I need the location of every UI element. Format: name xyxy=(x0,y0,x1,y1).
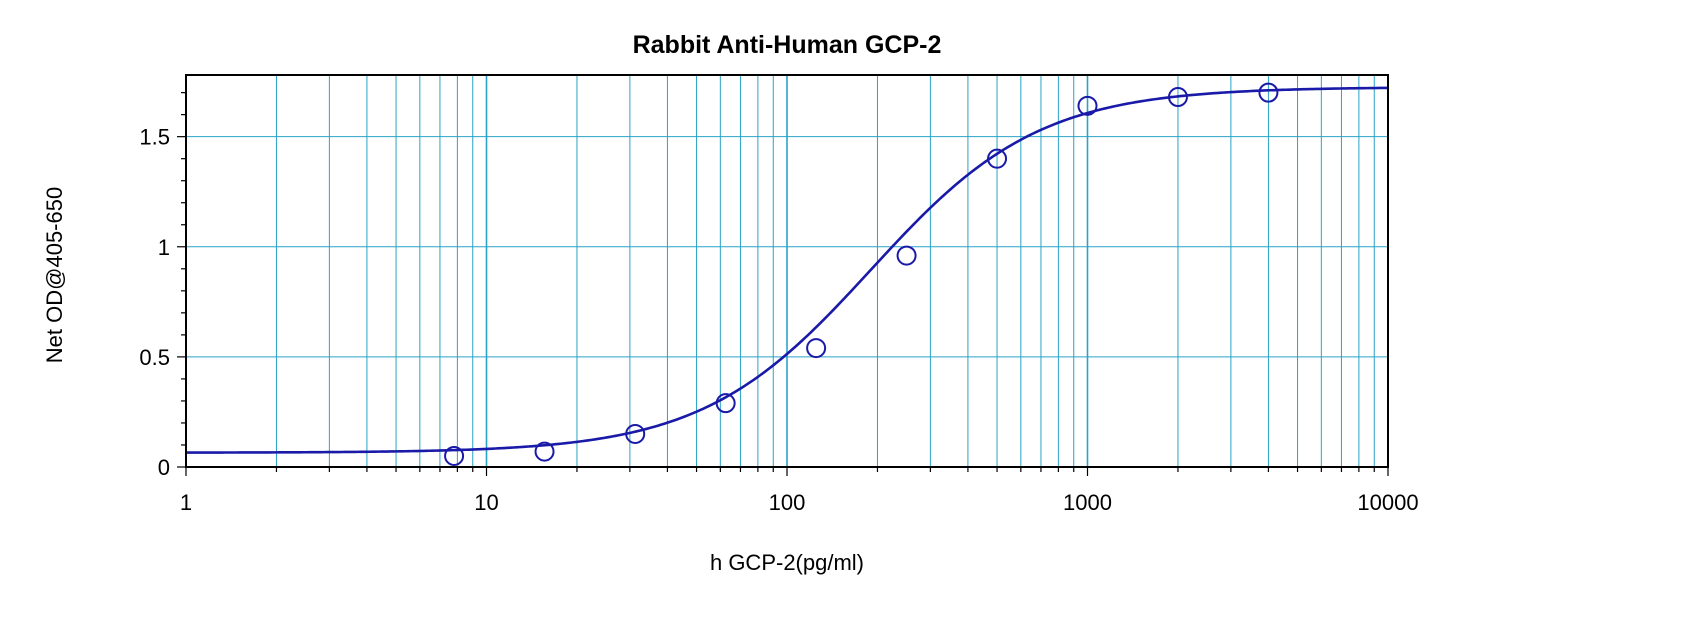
data-point xyxy=(896,245,917,266)
data-point xyxy=(1258,82,1279,103)
x-tick-label: 10 xyxy=(474,490,498,515)
data-point xyxy=(806,338,827,359)
x-tick-label: 10000 xyxy=(1357,490,1418,515)
x-tick-label: 1000 xyxy=(1063,490,1112,515)
data-point xyxy=(715,393,736,414)
y-tick-label: 1 xyxy=(158,235,170,260)
x-tick-label: 1 xyxy=(180,490,192,515)
axes: 1 10 100 1000 10000 0 0.5 1 1.5 xyxy=(139,92,1419,515)
chart-title: Rabbit Anti-Human GCP-2 xyxy=(633,31,942,59)
x-axis-label: h GCP-2(pg/ml) xyxy=(710,550,864,575)
data-point xyxy=(444,445,465,466)
x-tick-label: 100 xyxy=(769,490,806,515)
y-axis-label: Net OD@405-650 xyxy=(42,187,67,363)
data-point xyxy=(987,148,1008,169)
data-point xyxy=(1077,95,1098,116)
y-tick-label: 0 xyxy=(158,455,170,480)
y-tick-label: 0.5 xyxy=(139,345,170,370)
data-point xyxy=(534,441,555,462)
data-points-layer xyxy=(444,82,1279,466)
data-point xyxy=(625,423,646,444)
data-point xyxy=(1167,87,1188,108)
y-tick-label: 1.5 xyxy=(139,125,170,150)
